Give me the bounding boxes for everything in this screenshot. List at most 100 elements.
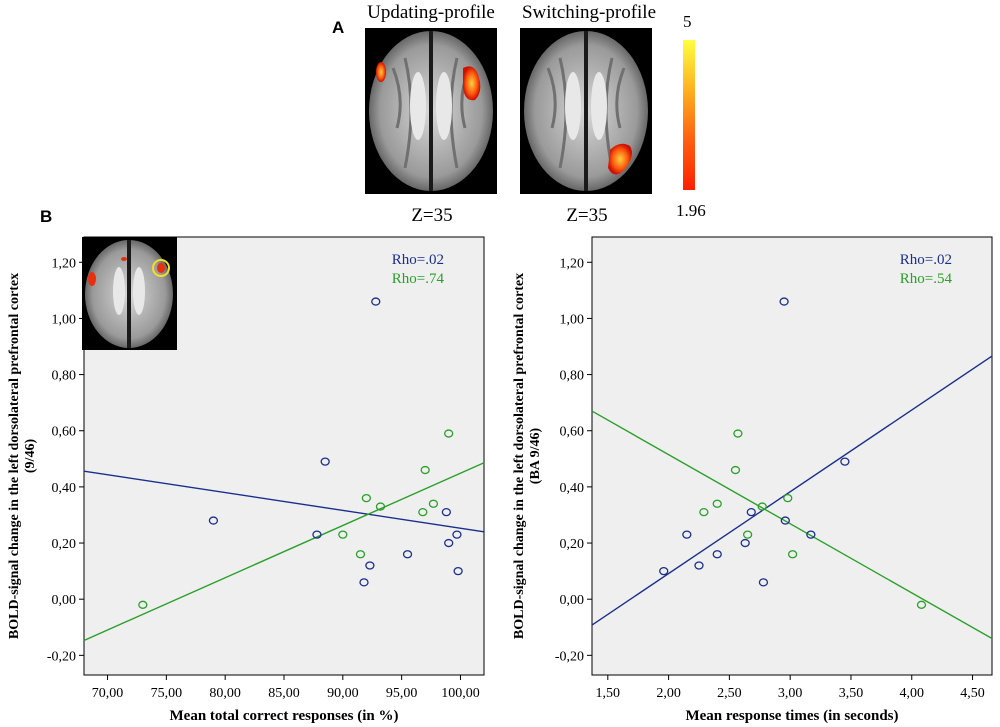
y-tick-label: 1,00	[52, 312, 77, 327]
data-point	[694, 561, 704, 570]
chart-left: -0,20 0,00 0,20 0,40 0,60 0,80 1,00 1,20 70,00 75…	[7, 236, 485, 724]
y-tick-label: 0,60	[560, 425, 585, 440]
rho-annotation: Rho=.54	[900, 271, 953, 287]
data-point	[444, 538, 454, 548]
y-tick-label: 0,40	[560, 481, 585, 496]
y-axis-label: BOLD-signal change in the left dorsolate…	[7, 273, 22, 639]
data-point	[138, 600, 148, 609]
data-point	[840, 457, 850, 466]
data-point	[758, 578, 769, 587]
inset-brain-slice	[82, 237, 177, 350]
y-axis-label: BOLD-signal change in the left dorsolate…	[512, 273, 527, 639]
x-tick-label: 1,50	[596, 686, 621, 701]
data-point	[746, 508, 756, 517]
colorbar	[683, 40, 695, 190]
data-point	[730, 465, 741, 475]
data-point	[371, 297, 381, 306]
panel-b-label: B	[40, 207, 53, 226]
plot-area: -0,20 0,00 0,20 0,40 0,60 0,80 1,00 1,20 70,00 75…	[7, 236, 485, 724]
data-point	[361, 493, 372, 503]
data-point	[375, 502, 386, 511]
x-tick-label: 3,00	[778, 686, 803, 701]
data-point	[779, 297, 789, 306]
data-point	[402, 550, 413, 559]
data-point	[757, 502, 767, 511]
data-point	[338, 530, 348, 539]
y-tick-label: 0,00	[560, 593, 585, 608]
plot-frame	[591, 236, 993, 676]
updating-brain-slice	[365, 28, 497, 194]
y-tick-label: 0,40	[52, 481, 77, 496]
y-tick-label: 0,20	[560, 537, 585, 552]
panel-a-label: A	[332, 18, 345, 37]
data-point	[783, 493, 793, 503]
rho-annotation: Rho=.74	[392, 271, 445, 287]
y-tick-label: 1,20	[52, 256, 77, 271]
data-point	[916, 600, 927, 609]
y-tick-label: -0,20	[47, 649, 76, 664]
data-point	[740, 538, 750, 548]
fit-line	[83, 470, 485, 533]
data-point	[365, 561, 375, 570]
x-tick-label: 95,00	[386, 686, 418, 701]
fit-line	[83, 462, 485, 642]
chart-right: -0,20 0,00 0,20 0,40 0,60 0,80 1,00 1,20 1,50 2,0…	[512, 236, 993, 724]
y-tick-label: -0,20	[555, 649, 584, 664]
rho-annotation: Rho=.02	[392, 252, 444, 268]
x-tick-label: 100,00	[441, 686, 480, 701]
data-point	[418, 508, 428, 517]
data-point	[428, 499, 439, 508]
rho-annotation: Rho=.02	[900, 252, 952, 268]
y-tick-label: 0,00	[52, 593, 77, 608]
data-point	[733, 429, 743, 438]
data-point	[712, 550, 722, 559]
fit-line	[591, 410, 993, 640]
x-tick-label: 2,50	[717, 686, 742, 701]
x-axis-label: Mean total correct responses (in %)	[170, 708, 399, 724]
y-tick-label: 1,20	[560, 256, 585, 271]
data-point	[441, 508, 452, 517]
data-point	[452, 530, 462, 539]
x-tick-label: 70,00	[92, 686, 124, 701]
x-tick-label: 4,50	[960, 686, 985, 701]
switching-brain-slice	[520, 28, 652, 194]
x-tick-label: 80,00	[209, 686, 241, 701]
x-tick-label: 2,00	[656, 686, 681, 701]
data-point	[806, 530, 816, 539]
updating-slice-label: Z=35	[411, 205, 453, 226]
data-point	[208, 516, 219, 525]
x-tick-label: 4,00	[900, 686, 925, 701]
x-tick-label: 75,00	[151, 686, 183, 701]
x-tick-label: 85,00	[268, 686, 300, 701]
data-point	[780, 516, 790, 525]
y-tick-label: 0,80	[52, 369, 77, 384]
fit-line	[591, 355, 993, 626]
plot-area: -0,20 0,00 0,20 0,40 0,60 0,80 1,00 1,20 1,50 2,0…	[512, 236, 993, 724]
data-point	[712, 499, 722, 508]
data-point	[659, 566, 669, 576]
switching-profile-title: Switching-profile	[521, 2, 657, 23]
data-point	[742, 530, 753, 539]
data-point	[444, 429, 454, 438]
colorbar-min: 1.96	[676, 201, 706, 220]
data-point	[355, 550, 366, 559]
y-tick-label: 0,60	[52, 425, 77, 440]
data-point	[787, 550, 798, 559]
data-point	[320, 457, 330, 466]
y-axis-label-2: (9/46)	[23, 439, 38, 474]
data-point	[453, 566, 463, 576]
data-point	[699, 508, 709, 517]
y-axis-label-2: (BA 9/46)	[528, 427, 543, 484]
switching-slice-label: Z=35	[566, 205, 608, 226]
data-point	[420, 465, 430, 475]
colorbar-max: 5	[683, 12, 692, 31]
data-point	[682, 530, 692, 539]
x-tick-label: 3,50	[839, 686, 864, 701]
y-tick-label: 0,80	[560, 369, 585, 384]
data-point	[359, 578, 369, 587]
x-axis-label: Mean response times (in seconds)	[685, 708, 898, 724]
updating-profile-title: Updating-profile	[367, 2, 495, 23]
y-tick-label: 1,00	[560, 312, 585, 327]
y-tick-label: 0,20	[52, 537, 77, 552]
data-point	[312, 530, 322, 539]
